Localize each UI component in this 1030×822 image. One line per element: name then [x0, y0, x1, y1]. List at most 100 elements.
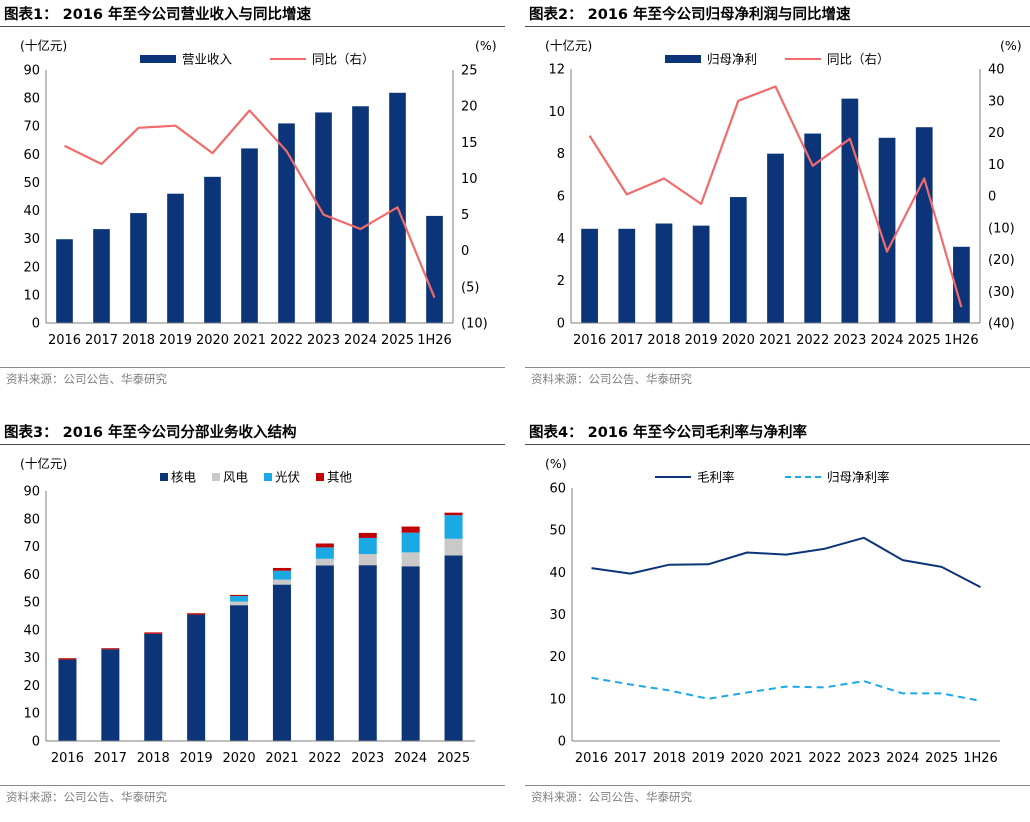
bar: [130, 213, 147, 323]
x-tick-label: 2018: [647, 333, 680, 348]
x-tick-label: 1H26: [417, 333, 452, 348]
x-tick-label: 2017: [610, 333, 643, 348]
y2-tick-label: 20: [988, 126, 1005, 141]
y2-tick-label: 40: [988, 63, 1005, 78]
x-tick-label: 2021: [233, 333, 266, 348]
bar: [426, 215, 443, 323]
legend-swatch: [212, 473, 220, 481]
title-divider: [0, 444, 505, 445]
bar: [352, 106, 369, 323]
stacked-bar-segment: [187, 614, 206, 741]
title-divider: [0, 26, 505, 27]
y2-tick-label: 25: [461, 64, 478, 79]
stacked-bar-segment: [315, 543, 334, 548]
chart-panel-segment-revenue: 图表3： 2016 年至今公司分部业务收入结构 0 10 20 30 40 50 60 70 8…: [0, 418, 505, 822]
x-tick-label: 2020: [731, 751, 764, 766]
source-divider: [0, 367, 505, 368]
stacked-bar-segment: [358, 537, 377, 555]
legend-label: 归母净利率: [827, 470, 890, 485]
stacked-bar-segment: [401, 532, 420, 553]
chart-panel-margins: 图表4： 2016 年至今公司毛利率与净利率 0 10 20 30 40 50 60 (%) 2…: [525, 418, 1030, 822]
legend-swatch: [264, 473, 272, 481]
x-tick-label: 2024: [394, 751, 427, 766]
source-note: 资料来源：公司公告、华泰研究: [6, 790, 167, 804]
x-tick-label: 2021: [759, 333, 792, 348]
growth-line: [64, 109, 436, 299]
stacked-bar-segment: [444, 555, 463, 741]
x-tick-label: 2017: [85, 333, 118, 348]
legend-label: 营业收入: [182, 52, 233, 67]
x-tick-label: 2018: [137, 751, 170, 766]
x-tick-label: 2016: [573, 333, 606, 348]
x-tick-label: 2016: [575, 751, 608, 766]
y2-tick-label: (10): [988, 221, 1015, 236]
y2-tick-label: (30): [988, 285, 1015, 300]
stacked-bar-segment: [315, 558, 334, 566]
x-tick-label: 2017: [94, 751, 127, 766]
y-tick-label: 30: [549, 608, 566, 623]
bar: [915, 127, 933, 323]
legend-label: 同比（右）: [827, 52, 890, 67]
y-tick-label: 90: [23, 485, 40, 500]
y-axis-label: (十亿元): [545, 38, 592, 53]
x-tick-label: 2024: [344, 333, 377, 348]
y-tick-label: 0: [32, 317, 40, 332]
y-tick-label: 30: [23, 232, 40, 247]
stacked-bar-segment: [230, 594, 249, 596]
y-tick-label: 10: [548, 105, 565, 120]
chart-panel-revenue: 图表1： 2016 年至今公司营业收入与同比增速 0 10 20 30 40 50 60 70…: [0, 0, 505, 404]
y-tick-label: 12: [548, 63, 565, 78]
net-profit-growth-chart: 0 2 4 6 8 10 12 (十亿元) (40) (30) (20) (10) 0 10 20 30 40 (…: [545, 38, 1022, 348]
net-margin-line: [591, 676, 981, 702]
x-tick-label: 2021: [265, 751, 298, 766]
y2-tick-label: (10): [461, 317, 488, 332]
stacked-bar-segment: [315, 547, 334, 559]
bar: [953, 246, 970, 323]
revenue-growth-chart: 0102030405060708090(十亿元)(10)(5)051015202…: [20, 38, 497, 348]
x-tick-label: 2022: [808, 751, 841, 766]
y2-axis-label: (%): [475, 38, 497, 53]
y-tick-label: 80: [23, 92, 40, 107]
stacked-bar-segment: [101, 648, 120, 650]
stacked-bar-segment: [315, 565, 334, 741]
y-tick-label: 10: [23, 707, 40, 722]
legend-label: 归母净利: [707, 52, 757, 67]
y-tick-label: 70: [23, 120, 40, 135]
y-tick-label: 10: [549, 692, 566, 707]
x-tick-label: 2016: [48, 333, 81, 348]
y-tick-label: 20: [549, 650, 566, 665]
bar: [618, 228, 636, 323]
y-axis-label: (十亿元): [20, 38, 67, 53]
legend-label: 核电: [171, 470, 197, 485]
bar: [204, 176, 221, 323]
margin-chart: 0 10 20 30 40 50 60 (%) 2016 2017 2018 2019 2020 2021…: [545, 456, 1000, 766]
y-tick-label: 50: [549, 524, 566, 539]
x-tick-label: 2025: [437, 751, 470, 766]
y-tick-label: 40: [23, 204, 40, 219]
y2-tick-label: (20): [988, 253, 1015, 268]
stacked-bar-segment: [444, 538, 463, 556]
bar: [655, 223, 673, 323]
source-note: 资料来源：公司公告、华泰研究: [531, 372, 692, 386]
y-tick-label: 60: [23, 568, 40, 583]
x-tick-label: 2023: [847, 751, 880, 766]
stacked-bar-segment: [58, 659, 77, 741]
stacked-bar-segment: [272, 570, 291, 580]
stacked-bar-segment: [101, 649, 120, 741]
stacked-bar-segment: [358, 532, 377, 538]
y-tick-label: 0: [32, 735, 40, 750]
x-tick-label: 2018: [122, 333, 155, 348]
x-tick-label: 2019: [159, 333, 192, 348]
x-tick-label: 2020: [196, 333, 229, 348]
stacked-bar-segment: [358, 554, 377, 566]
y2-tick-label: 10: [461, 172, 478, 187]
bar: [241, 148, 258, 323]
y-tick-label: 20: [23, 260, 40, 275]
x-tick-label: 2021: [769, 751, 802, 766]
stacked-bar-segment: [444, 512, 463, 516]
x-tick-label: 2017: [614, 751, 647, 766]
y-tick-label: 60: [23, 148, 40, 163]
y-tick-label: 0: [558, 735, 566, 750]
stacked-bar-segment: [401, 526, 420, 533]
x-tick-label: 2022: [270, 333, 303, 348]
